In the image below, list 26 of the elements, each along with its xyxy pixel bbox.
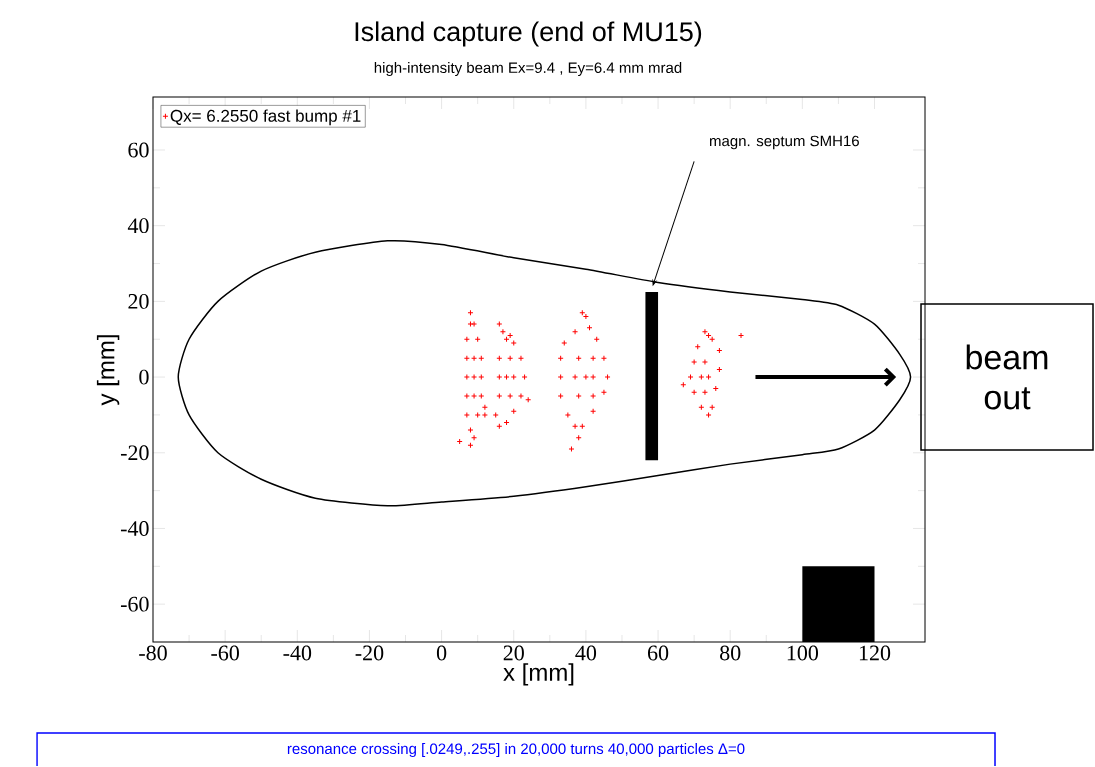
x-tick-label: 120	[859, 645, 891, 661]
annotation: magn. septum SMH16	[710, 135, 859, 150]
text: beam out	[966, 344, 1048, 410]
text: resonance crossing [.0249,.255] in 20,000 turns 40,000 particles Δ=0	[287, 743, 745, 758]
x-tick-label: -60	[211, 645, 239, 661]
x-tick-label: 20	[503, 645, 524, 661]
x-tick-label: -20	[355, 645, 384, 661]
x-tick-label: -80	[139, 645, 167, 661]
x-tick-label: -40	[283, 645, 312, 661]
chart-subtitle: high-intensity beam Ex=9.4 , Ey=6.4 mm mrad	[374, 62, 682, 77]
x-axis-title: x [mm]	[503, 663, 574, 686]
y-tick-label: 0	[139, 369, 149, 385]
y-tick-label: -60	[120, 596, 149, 612]
y-tick-label: 60	[128, 142, 149, 158]
x-tick-label: 40	[575, 645, 597, 661]
y-tick-label: 40	[127, 218, 149, 234]
y-tick-label: 20	[128, 294, 149, 309]
y-tick-label: -40	[120, 521, 149, 537]
y-axis-title: y [mm]	[96, 335, 120, 406]
x-tick-label: 80	[720, 645, 741, 661]
x-tick-label: 100	[787, 645, 819, 661]
legend-label: Qx= 6.2550 fast bump #1	[170, 109, 361, 126]
y-tick-label: -20	[120, 445, 149, 461]
x-tick-label: 0	[436, 645, 447, 661]
chart-title: Island capture (end of MU15)	[355, 21, 702, 47]
x-tick-label: 60	[647, 645, 669, 661]
